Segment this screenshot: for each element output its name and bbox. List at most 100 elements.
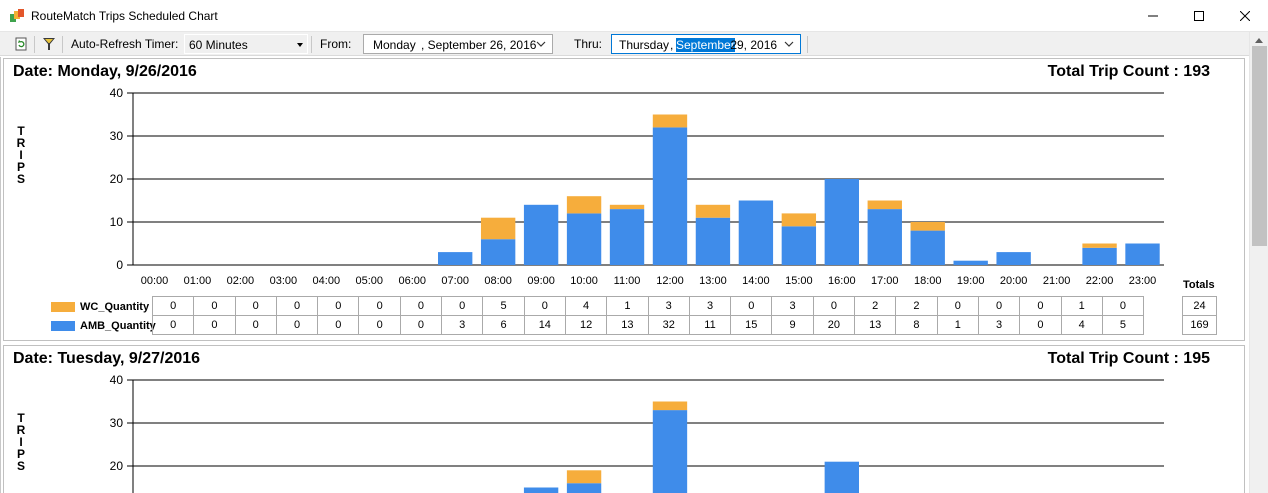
- bar-wc: [609, 204, 645, 210]
- from-date-picker[interactable]: Monday , September 26, 2016: [363, 34, 553, 54]
- y-axis-letter: R: [16, 136, 26, 150]
- thru-day: Thursday: [619, 38, 670, 52]
- bar-amb: [523, 204, 559, 265]
- bar-wc: [652, 401, 688, 411]
- table-cell: 20: [812, 315, 856, 335]
- x-tick-label: 23:00: [1129, 275, 1157, 287]
- table-cell: 0: [275, 296, 319, 316]
- trips-chart: 0 10 20 30 40 00:00 01:00 02:00 03:00 04:00 05:00 0…: [110, 86, 1164, 287]
- table-cell: 0: [399, 296, 443, 316]
- table-cell: 13: [606, 315, 649, 335]
- bar-amb: [996, 252, 1031, 265]
- legend-swatch-amb: [51, 321, 75, 331]
- bar-amb: [1082, 247, 1117, 265]
- totals-cell-amb: 169: [1182, 315, 1217, 335]
- y-tick-label: 30: [110, 416, 124, 430]
- title-bar: RouteMatch Trips Scheduled Chart: [0, 0, 1268, 32]
- x-tick-label: 11:00: [614, 275, 641, 287]
- table-cell: 0: [1101, 296, 1145, 316]
- close-icon: [1240, 10, 1250, 21]
- bar-wc: [781, 213, 817, 227]
- x-tick-label: 18:00: [914, 275, 942, 287]
- table-cell: 0: [358, 315, 401, 335]
- toolbar: Auto-Refresh Timer: 60 Minutes From: Mon…: [0, 32, 1268, 56]
- table-cell: 0: [1019, 296, 1062, 316]
- y-axis-letter: S: [16, 459, 25, 473]
- table-cell: 5: [482, 296, 525, 316]
- y-axis-letter: T: [17, 124, 25, 138]
- from-date-rest: , September 26, 2016: [421, 38, 537, 52]
- y-tick-label: 30: [110, 129, 124, 143]
- data-table: 0 0 0 0 0 0 0 0 5 0 4 1 3 3 0 3 0 2 2 0 0 0 1 0 0 0 0 0 0 0 0 3 6 14 12 13 3…: [151, 296, 1145, 335]
- bar-wc: [566, 196, 602, 214]
- table-cell: 15: [730, 315, 773, 335]
- table-cell: 0: [441, 296, 484, 316]
- totals-table: 24 169: [1182, 296, 1217, 335]
- y-tick-label: 40: [110, 86, 124, 100]
- maximize-button[interactable]: [1176, 0, 1222, 31]
- bar-amb: [910, 230, 945, 265]
- auto-refresh-select[interactable]: 60 Minutes: [184, 34, 308, 54]
- y-tick-label: 40: [110, 373, 124, 387]
- table-row-amb: 0 0 0 0 0 0 0 3 6 14 12 13 32 11 15 9 20 13 8 1 3 0 4 5: [151, 315, 1145, 335]
- x-tick-label: 01:00: [184, 275, 212, 287]
- table-cell: 0: [936, 296, 979, 316]
- vertical-scrollbar[interactable]: [1249, 32, 1268, 493]
- x-tick-label: 14:00: [742, 275, 770, 287]
- date-title: Date: Tuesday, 9/27/2016: [13, 350, 201, 367]
- bar-amb: [781, 226, 817, 265]
- day-panel-2: Date: Tuesday, 9/27/2016 Total Trip Coun…: [3, 345, 1245, 493]
- table-cell: 1: [936, 315, 979, 335]
- table-cell: 11: [688, 315, 732, 335]
- totals-header: Totals: [1183, 279, 1215, 291]
- close-button[interactable]: [1222, 0, 1268, 31]
- table-cell: 1: [1060, 296, 1103, 316]
- x-tick-label: 19:00: [957, 275, 985, 287]
- x-tick-label: 03:00: [270, 275, 298, 287]
- minimize-icon: [1148, 15, 1158, 16]
- scroll-thumb[interactable]: [1252, 46, 1267, 246]
- date-title: Date: Monday, 9/26/2016: [13, 63, 197, 80]
- bar-wc: [695, 204, 731, 218]
- auto-refresh-label: Auto-Refresh Timer:: [71, 37, 179, 51]
- bar-amb: [652, 410, 688, 493]
- x-tick-label: 09:00: [527, 275, 555, 287]
- table-cell: 6: [482, 315, 525, 335]
- bar-wc: [1082, 243, 1117, 248]
- window-title: RouteMatch Trips Scheduled Chart: [31, 9, 218, 23]
- table-cell: 0: [730, 296, 773, 316]
- y-axis-label: T R I P S: [14, 125, 28, 185]
- y-tick-label: 10: [110, 215, 124, 229]
- thru-date-rest: 29, 2016: [727, 38, 778, 52]
- bar-amb: [523, 487, 559, 493]
- table-cell: 12: [564, 315, 608, 335]
- y-axis-letter: S: [16, 172, 25, 186]
- x-tick-label: 13:00: [699, 275, 727, 287]
- bar-amb: [738, 200, 774, 265]
- refresh-icon[interactable]: [13, 36, 29, 52]
- totals-cell-wc: 24: [1182, 296, 1217, 316]
- thru-date-picker[interactable]: Thursday , September 29, 2016: [611, 34, 801, 54]
- chevron-down-icon: [784, 41, 794, 47]
- bar-wc: [566, 470, 602, 484]
- table-cell: 4: [564, 296, 608, 316]
- toolbar-separator: [807, 36, 808, 53]
- totals-row-amb: 169: [1182, 315, 1217, 335]
- table-cell: 14: [523, 315, 566, 335]
- minimize-button[interactable]: [1130, 0, 1176, 31]
- x-tick-label: 05:00: [356, 275, 384, 287]
- chevron-down-icon: [536, 41, 546, 47]
- scroll-up-icon[interactable]: [1255, 38, 1263, 43]
- from-day: Monday: [373, 38, 416, 52]
- table-cell: 0: [358, 296, 401, 316]
- table-cell: 0: [193, 296, 236, 316]
- legend-swatch-wc: [51, 302, 75, 312]
- thru-month-selected: September: [676, 38, 735, 52]
- x-tick-label: 20:00: [1000, 275, 1028, 287]
- x-tick-label: 22:00: [1086, 275, 1114, 287]
- y-axis-letter: T: [17, 411, 25, 425]
- filter-icon[interactable]: [41, 36, 57, 52]
- y-axis-label: T R I P S: [14, 412, 28, 472]
- bar-amb: [953, 260, 988, 265]
- from-label: From:: [320, 37, 352, 51]
